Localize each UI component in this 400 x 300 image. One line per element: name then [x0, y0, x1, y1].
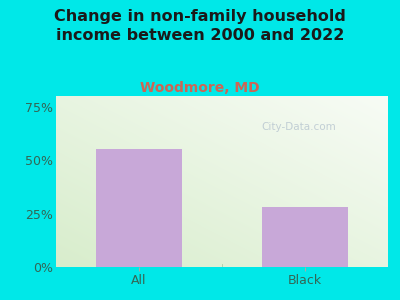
- Bar: [96, 149, 182, 267]
- Text: Change in non-family household
income between 2000 and 2022: Change in non-family household income be…: [54, 9, 346, 43]
- Bar: [262, 207, 348, 267]
- Text: Woodmore, MD: Woodmore, MD: [140, 81, 260, 95]
- Text: City-Data.com: City-Data.com: [261, 122, 336, 132]
